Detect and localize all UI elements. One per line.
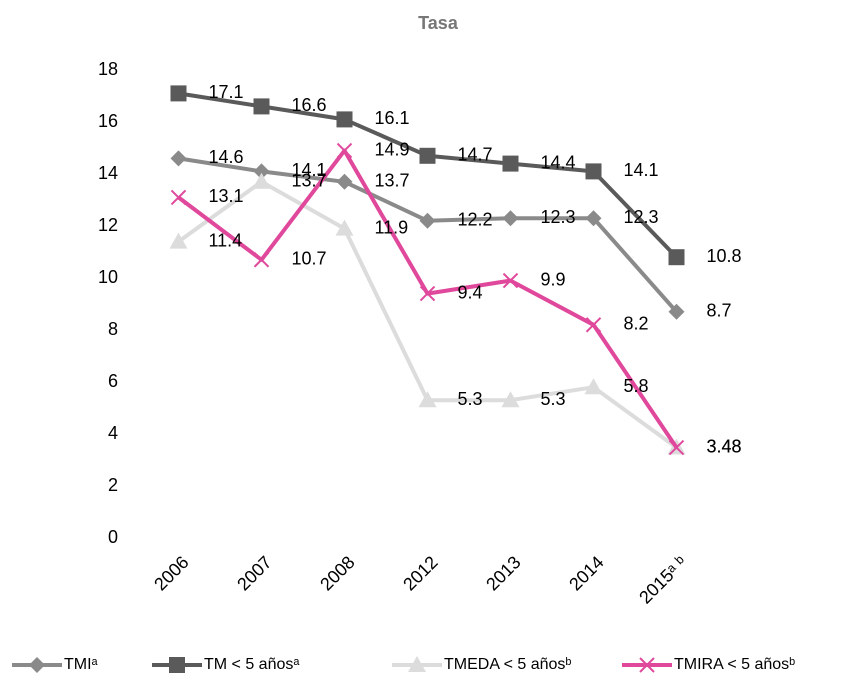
point-marker xyxy=(170,150,187,167)
data-label: 3.48 xyxy=(707,436,742,456)
x-tick-label: 2015ᵃ ᵇ xyxy=(635,552,691,608)
data-label: 9.4 xyxy=(458,282,483,302)
data-label: 12.2 xyxy=(458,210,493,230)
point-marker xyxy=(253,252,270,268)
y-tick-label: 14 xyxy=(98,163,118,183)
data-label: 14.7 xyxy=(458,145,493,165)
x-tick-label: 2007 xyxy=(233,552,275,594)
point-marker xyxy=(169,232,188,249)
data-label: 5.3 xyxy=(458,389,483,409)
data-label: 12.3 xyxy=(541,207,576,227)
chart-title: Tasa xyxy=(418,13,459,33)
y-tick-label: 0 xyxy=(108,527,118,547)
point-marker xyxy=(668,439,685,456)
y-tick-label: 4 xyxy=(108,423,118,443)
x-tick-label: 2014 xyxy=(565,552,607,594)
series-line xyxy=(178,91,678,259)
point-marker xyxy=(419,147,436,164)
data-label: 16.1 xyxy=(375,108,410,128)
data-label: 3.48 xyxy=(707,436,742,456)
data-label: 14.1 xyxy=(624,160,659,180)
data-label: 10.8 xyxy=(707,246,742,266)
point-marker xyxy=(419,285,436,302)
x-tick-label: 2012 xyxy=(399,552,441,594)
point-marker xyxy=(418,391,437,408)
point-marker xyxy=(335,219,354,236)
point-marker xyxy=(668,249,685,266)
data-label: 10.7 xyxy=(292,249,327,269)
legend-marker xyxy=(169,657,185,673)
data-label: 5.8 xyxy=(624,376,649,396)
x-tick-label: 2013 xyxy=(482,552,524,594)
point-marker xyxy=(502,210,519,227)
data-label: 13.7 xyxy=(375,171,410,191)
legend-label: TMIRA < 5 añosᵇ xyxy=(674,656,795,673)
data-label: 13.7 xyxy=(292,171,327,191)
point-marker xyxy=(336,111,353,128)
y-tick-label: 18 xyxy=(98,59,118,79)
point-marker xyxy=(585,210,602,227)
data-label: 14.6 xyxy=(209,147,244,167)
y-tick-label: 6 xyxy=(108,371,118,391)
y-tick-label: 12 xyxy=(98,215,118,235)
legend-marker xyxy=(29,657,45,673)
legend-marker xyxy=(408,656,426,672)
y-tick-label: 10 xyxy=(98,267,118,287)
data-label: 5.3 xyxy=(541,389,566,409)
y-tick-label: 16 xyxy=(98,111,118,131)
point-marker xyxy=(253,163,270,180)
x-tick-label: 2008 xyxy=(316,552,358,594)
point-marker xyxy=(502,272,519,289)
y-tick-label: 2 xyxy=(108,475,118,495)
legend-label: TMEDA < 5 añosᵇ xyxy=(444,656,571,673)
data-label: 16.6 xyxy=(292,95,327,115)
data-label: 14.1 xyxy=(292,160,327,180)
legend-label: TM < 5 añosᵃ xyxy=(204,656,300,673)
point-marker xyxy=(501,391,520,408)
x-tick-label: 2006 xyxy=(150,552,192,594)
point-marker xyxy=(252,172,271,189)
point-marker xyxy=(502,155,519,172)
point-marker xyxy=(584,378,603,395)
point-marker xyxy=(585,317,602,333)
point-marker xyxy=(336,142,353,159)
point-marker xyxy=(336,173,353,190)
point-marker xyxy=(668,303,685,320)
point-marker xyxy=(170,189,187,206)
data-label: 9.9 xyxy=(541,269,566,289)
legend-label: TMIᵃ xyxy=(64,656,99,673)
data-label: 14.9 xyxy=(375,139,410,159)
point-marker xyxy=(419,212,436,229)
legend-marker xyxy=(639,657,655,673)
data-label: 13.1 xyxy=(209,186,244,206)
y-tick-label: 8 xyxy=(108,319,118,339)
data-label: 12.3 xyxy=(624,207,659,227)
data-label: 11.4 xyxy=(209,230,243,250)
data-label: 17.1 xyxy=(209,82,244,102)
point-marker xyxy=(585,163,602,180)
point-marker xyxy=(170,85,187,102)
point-marker xyxy=(253,98,270,115)
data-label: 8.2 xyxy=(624,314,649,334)
data-label: 11.9 xyxy=(375,217,409,237)
data-label: 8.7 xyxy=(707,301,732,321)
data-label: 14.4 xyxy=(541,152,576,172)
